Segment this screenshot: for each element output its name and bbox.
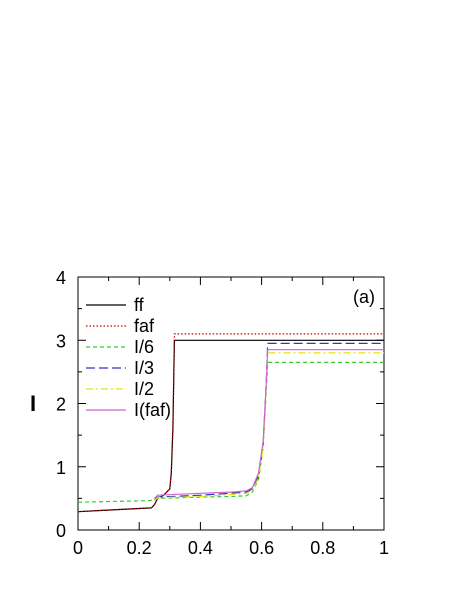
x-tick-label: 0.2 [127,538,152,558]
axis-ticks [77,276,385,531]
x-tick-label: 0.8 [310,538,335,558]
legend-label-i-2: I/2 [134,379,154,399]
y-tick-label: 4 [56,268,66,288]
legend-label-i-faf: I(faf) [134,400,171,420]
y-tick-label: 2 [56,395,66,415]
legend-label-i-3: I/3 [134,358,154,378]
y-axis-label: I [30,391,36,416]
y-tick-label: 1 [56,458,66,478]
y-tick-label: 3 [56,331,66,351]
series-line-i-3 [154,342,384,501]
panel-annotation: (a) [353,287,375,307]
legend-label-ff: ff [134,295,145,315]
series-line-i-6 [77,361,384,503]
axis-tick-labels: 0 0.2 0.4 0.6 0.8 1 0 1 2 3 4 [56,268,389,558]
series-line-i-2 [154,352,384,501]
y-tick-label: 0 [56,521,66,541]
series-layer [77,333,384,513]
x-tick-label: 0.6 [249,538,274,558]
x-tick-label: 1 [379,538,389,558]
series-line-i-faf [154,349,384,499]
series-line-ff [77,339,384,513]
legend-label-faf: faf [134,316,155,336]
series-line-faf [77,333,384,513]
x-tick-label: 0.4 [188,538,213,558]
legend-label-i-6: I/6 [134,337,154,357]
x-tick-label: 0 [73,538,83,558]
